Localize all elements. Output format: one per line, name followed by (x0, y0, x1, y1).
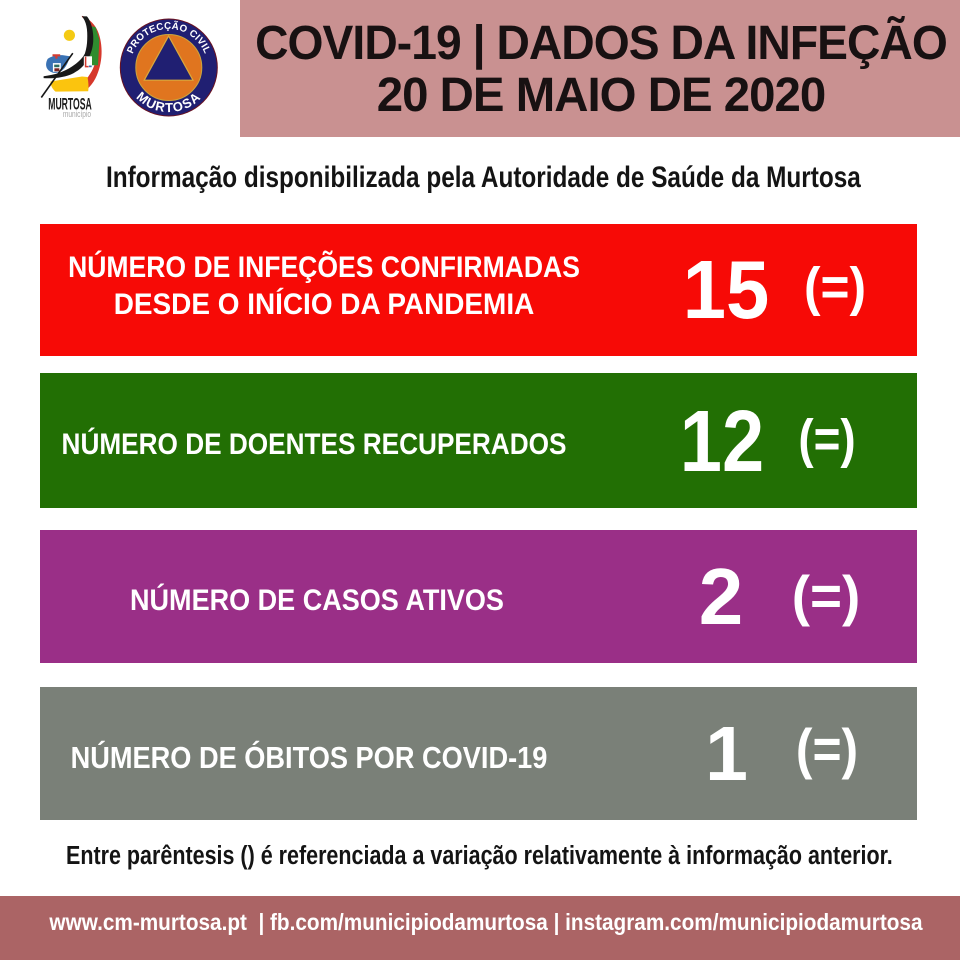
svg-text:MURTOSA: MURTOSA (48, 96, 92, 114)
svg-text:município: município (63, 109, 91, 119)
